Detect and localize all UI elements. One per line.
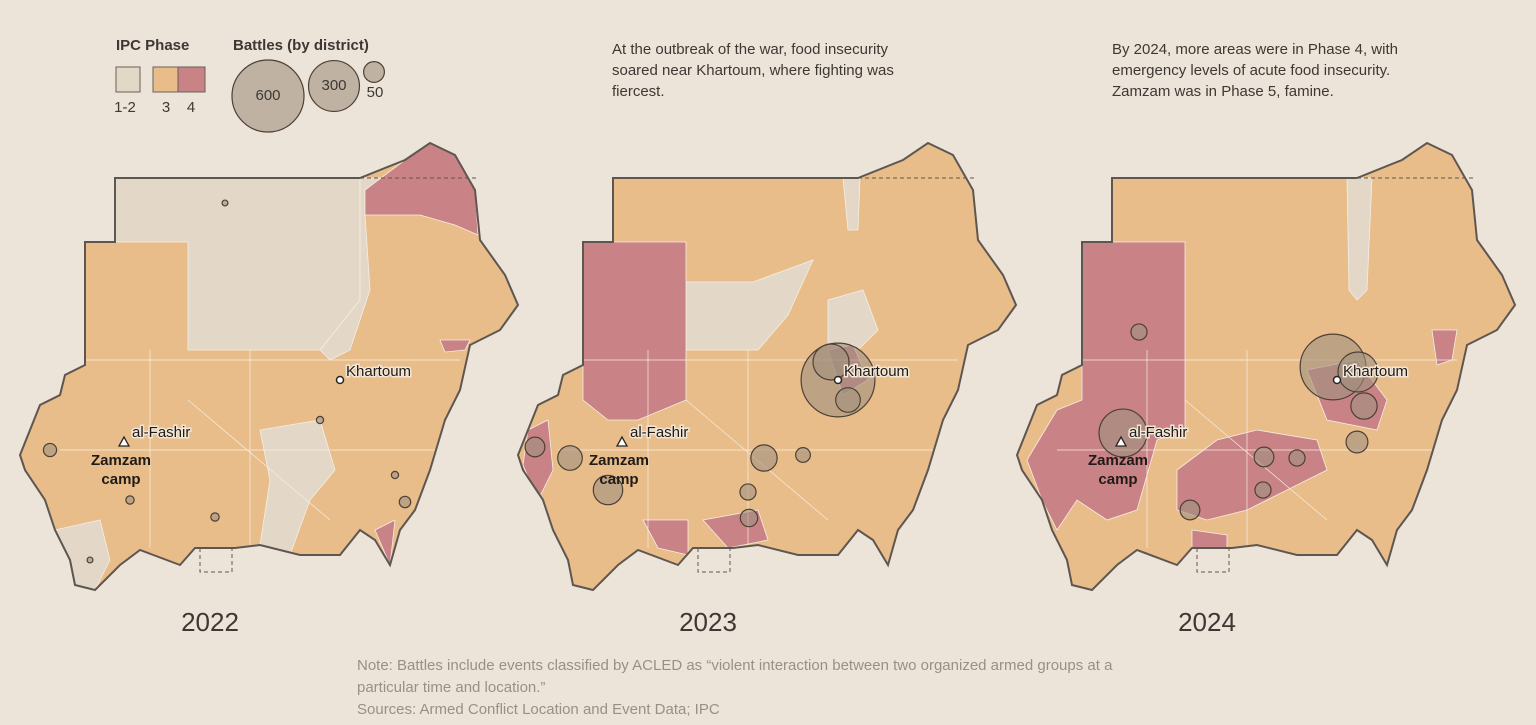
- ipc-region: [374, 519, 396, 567]
- battle-bubble: [1345, 430, 1369, 454]
- disputed: [697, 177, 976, 573]
- camp-label: Zamzam camp: [588, 452, 650, 488]
- border: [516, 141, 1018, 592]
- battle-bubble: [1130, 323, 1148, 341]
- map-panel: Khartoum al-Fashir 2023: [516, 141, 1018, 637]
- battles-legend-title: Battles (by district): [233, 37, 369, 54]
- city-label: al-Fashir: [630, 424, 688, 441]
- camp-label: Zamzam camp: [1087, 452, 1149, 488]
- battle-bubble: [86, 556, 94, 564]
- city-label: Khartoum: [1343, 363, 1408, 380]
- ipc-region: [259, 419, 336, 556]
- ipc-swatch: [115, 66, 141, 93]
- note-text: Note: Battles include events classified …: [357, 657, 1113, 696]
- ipc-label: 1-2: [114, 99, 136, 116]
- ipc-region: [439, 339, 471, 353]
- camp-marker: [1114, 435, 1128, 447]
- caption: By 2024, more areas were in Phase 4, wit…: [1112, 41, 1398, 100]
- ipc-swatch: [177, 66, 206, 93]
- ipc-region: [827, 289, 879, 351]
- city-dot: [1332, 375, 1342, 385]
- battle-bubble: [1098, 408, 1148, 458]
- battle-bubble: [795, 447, 811, 463]
- district-lines: [1057, 350, 1457, 548]
- disputed: [199, 177, 478, 573]
- border: [18, 141, 520, 592]
- battle-bubble: [524, 436, 546, 458]
- ipc-label: 4: [187, 99, 195, 116]
- regions: [54, 143, 479, 590]
- sources: Sources: Armed Conflict Location and Eve…: [357, 701, 720, 718]
- city-dot: [833, 375, 843, 385]
- battle-bubble: [1337, 351, 1379, 393]
- ipc-region: [582, 241, 687, 421]
- battle-bubble: [1253, 446, 1275, 468]
- battle-size-legend: [231, 59, 305, 133]
- battle-bubble: [557, 445, 583, 471]
- battle-bubble: [835, 387, 861, 413]
- battle-size-legend: [363, 61, 385, 83]
- year-label: 2024: [1178, 607, 1236, 637]
- year-label: 2022: [181, 607, 239, 637]
- battle-bubble: [1179, 499, 1201, 521]
- caption: At the outbreak of the war, food insecur…: [612, 41, 894, 100]
- battle-bubble: [592, 474, 624, 506]
- ipc-legend-title: IPC Phase: [116, 37, 189, 54]
- city-label: Khartoum: [346, 363, 411, 380]
- battle-bubble: [1254, 481, 1272, 499]
- map-panel: Khartoum al-Fashir 2024: [1015, 141, 1517, 637]
- battle-bubble: [739, 508, 759, 528]
- district-lines: [60, 350, 460, 548]
- map-panel: Khartoum al-Fashir 2022: [18, 141, 520, 637]
- camp-marker: [615, 435, 629, 447]
- district-lines: [558, 350, 958, 548]
- year-label: 2023: [679, 607, 737, 637]
- battle-bubble: [390, 470, 400, 480]
- ipc-label: 3: [162, 99, 170, 116]
- battle-size-label: 300: [321, 77, 346, 94]
- battle-bubble: [1288, 449, 1306, 467]
- city-label: al-Fashir: [1129, 424, 1187, 441]
- battle-bubble: [315, 415, 325, 425]
- disputed: [1196, 177, 1475, 573]
- border: [1015, 141, 1517, 592]
- battle-bubble: [398, 495, 412, 509]
- battle-bubble: [1350, 392, 1378, 420]
- note: Note: Battles include events classified …: [357, 655, 1177, 721]
- camp-label: Zamzam camp: [90, 452, 152, 488]
- ipc-swatch: [152, 66, 179, 93]
- battle-bubble: [750, 444, 778, 472]
- battle-bubble: [42, 442, 58, 458]
- battle-bubble: [812, 343, 850, 381]
- battle-size-legend: [307, 59, 361, 113]
- battle-size-label: 50: [367, 84, 384, 101]
- battle-bubble: [739, 483, 757, 501]
- city-label: al-Fashir: [132, 424, 190, 441]
- city-dot: [335, 375, 345, 385]
- battle-bubble: [125, 495, 135, 505]
- ipc-region: [1026, 241, 1186, 531]
- battle-size-label: 600: [255, 87, 280, 104]
- city-label: Khartoum: [844, 363, 909, 380]
- battle-bubble: [221, 199, 229, 207]
- camp-marker: [117, 435, 131, 447]
- battle-bubble: [210, 512, 220, 522]
